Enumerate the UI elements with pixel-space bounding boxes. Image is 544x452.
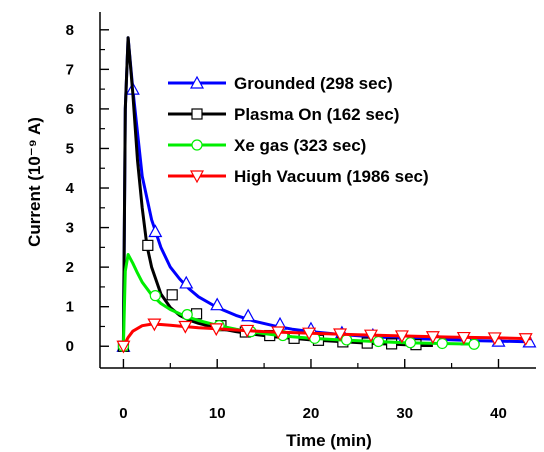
legend-label: Grounded (298 sec) [234,74,393,93]
x-tick-label: 30 [396,405,413,422]
data-point [394,330,409,344]
y-axis-title: Current (10⁻⁹ A) [25,117,44,247]
data-point [166,289,178,301]
data-point [209,323,224,337]
data-point [147,318,162,332]
legend-label: High Vacuum (1986 sec) [234,167,429,186]
data-point [425,331,440,345]
data-point [372,335,385,348]
legend-label: Xe gas (323 sec) [234,136,366,155]
data-point [386,338,398,350]
y-tick-label: 1 [66,299,74,316]
x-tick-label: 20 [303,405,320,422]
data-point [487,332,502,346]
series-3 [116,318,533,354]
data-point [302,327,317,341]
data-point [456,331,471,345]
series-line [122,322,532,347]
data-point [210,297,225,311]
data-point [361,337,373,349]
x-tick-label: 0 [119,405,127,422]
legend-label: Plasma On (162 sec) [234,105,399,124]
x-tick-label: 10 [209,405,226,422]
data-point [181,309,193,321]
data-point [340,334,353,346]
data-point [363,329,378,343]
legend: Grounded (298 sec) Plasma On (162 sec) Xe … [168,74,429,186]
data-point [179,275,194,289]
legend-marker [191,108,203,120]
y-tick-label: 8 [66,22,74,39]
y-tick-label: 6 [66,101,74,118]
y-tick-label: 3 [66,220,74,237]
axes: 0 1 2 3 4 5 6 7 8 0 10 20 30 40 [66,12,536,422]
legend-marker [189,170,205,184]
series-group [116,36,537,354]
x-axis-title: Time (min) [286,431,372,450]
data-point [142,239,154,251]
y-tick-label: 7 [66,61,74,78]
legend-item-1: Plasma On (162 sec) [168,105,399,124]
data-point [436,337,448,350]
data-point [404,337,416,349]
legend-marker [189,75,205,89]
data-point [518,333,533,346]
data-point [178,320,193,334]
legend-item-3: High Vacuum (1986 sec) [168,167,429,186]
data-point [333,328,348,342]
data-point [468,338,480,350]
data-point [240,324,255,338]
data-point [148,224,163,238]
y-tick-label: 4 [66,180,75,197]
data-point [149,290,161,302]
legend-marker [191,139,203,151]
x-tick-label: 40 [490,405,507,422]
data-point [271,326,286,340]
legend-item-0: Grounded (298 sec) [168,74,393,93]
y-tick-label: 5 [66,140,74,157]
legend-item-2: Xe gas (323 sec) [168,136,366,155]
y-tick-label: 2 [66,259,74,276]
data-point [241,308,256,322]
data-point [116,340,131,354]
y-tick-label: 0 [66,338,74,355]
